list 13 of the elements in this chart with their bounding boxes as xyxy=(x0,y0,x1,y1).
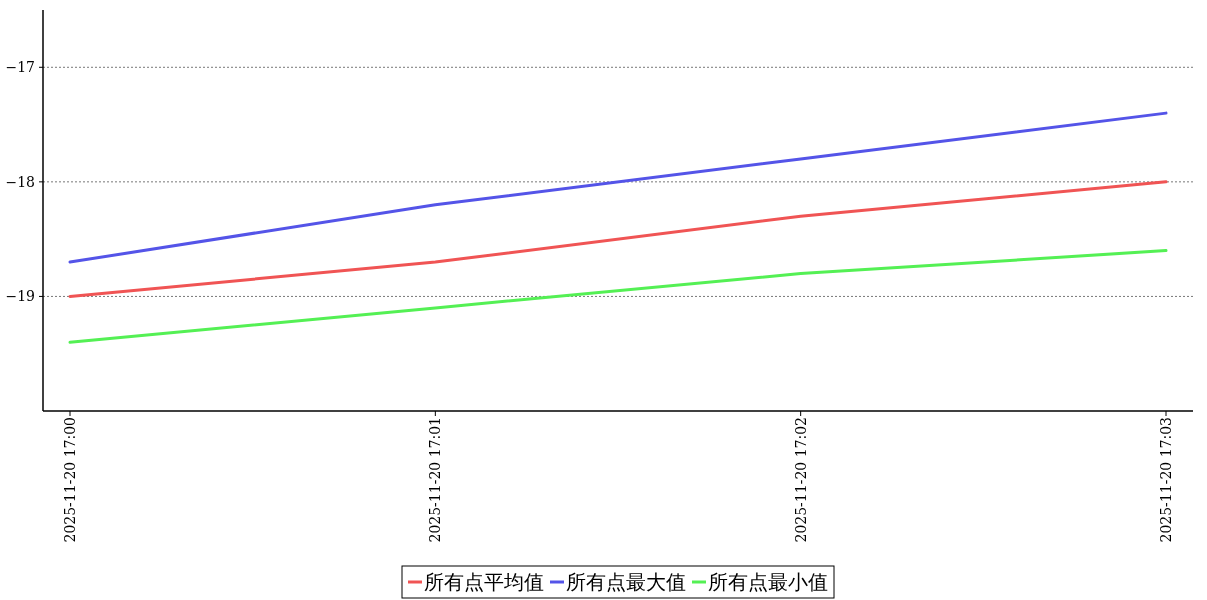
line-series xyxy=(68,180,1168,298)
legend-label: 所有点最大值 xyxy=(566,570,686,594)
legend-label: 所有点平均值 xyxy=(424,570,544,594)
x-tick-label: 2025-11-20 17:03 xyxy=(1158,417,1174,543)
x-tick-label: 2025-11-20 17:02 xyxy=(792,417,809,543)
y-tick-label: −18 xyxy=(5,173,35,190)
y-tick-label: −19 xyxy=(5,288,35,305)
line-series xyxy=(68,111,1168,264)
legend-label: 所有点最小值 xyxy=(708,570,828,594)
y-tick-label: −17 xyxy=(5,59,35,76)
x-tick-label: 2025-11-20 17:00 xyxy=(62,417,78,543)
line-series xyxy=(68,249,1168,344)
x-tick-label: 2025-11-20 17:01 xyxy=(427,417,444,543)
